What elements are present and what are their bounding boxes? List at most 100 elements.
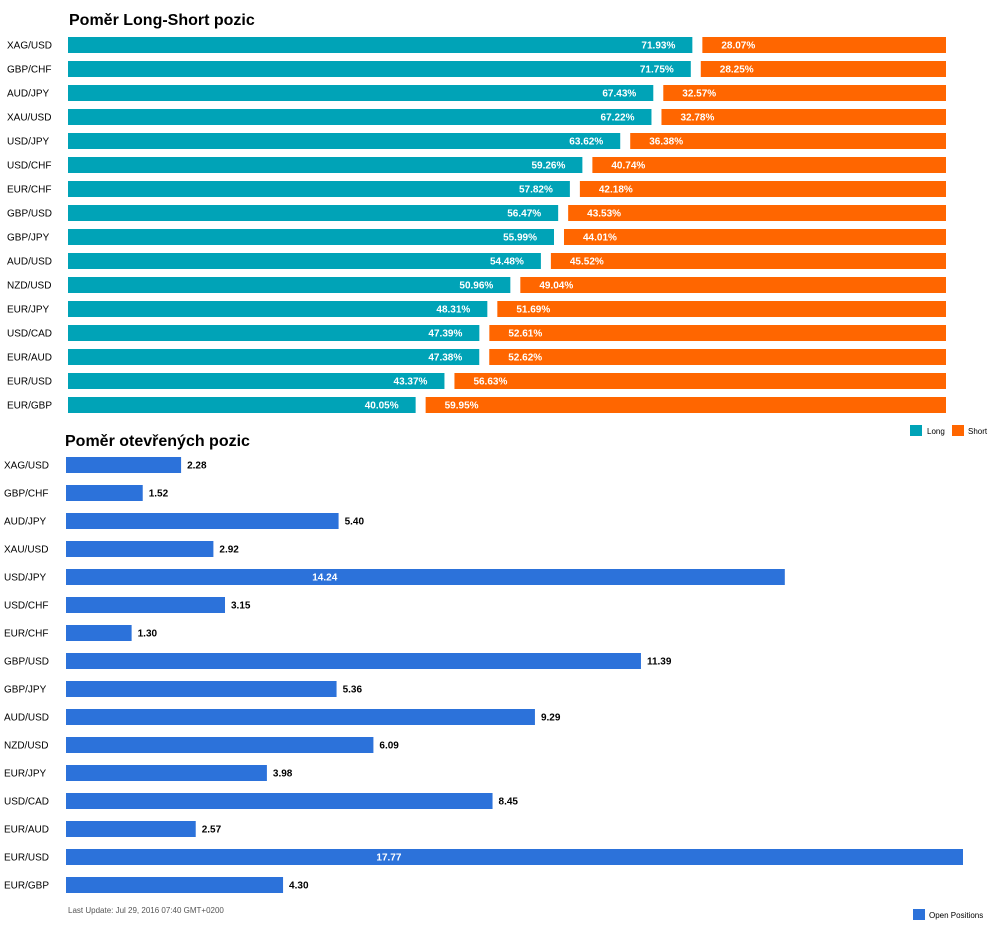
ls-category-label-xag-usd: XAG/USD: [7, 41, 52, 52]
open-positions-bar-xau-usd: [66, 541, 214, 557]
long-bar-eur-usd: [68, 373, 445, 389]
op-category-label-eur-chf: EUR/CHF: [4, 629, 48, 640]
long-bar-xau-usd: [68, 109, 652, 125]
long-bar-usd-chf: [68, 157, 583, 173]
open-positions-bar-eur-aud: [66, 821, 196, 837]
legend-short-label: Short: [968, 427, 988, 436]
long-bar-eur-aud: [68, 349, 480, 365]
legend-long-swatch: [910, 425, 922, 436]
short-value-label-usd-jpy: 36.38%: [649, 137, 683, 148]
open-positions-bar-gbp-chf: [66, 485, 143, 501]
ls-category-label-eur-jpy: EUR/JPY: [7, 305, 50, 316]
long-bar-nzd-usd: [68, 277, 511, 293]
legend-open-positions-swatch: [913, 909, 925, 920]
open-positions-bar-usd-jpy: [66, 569, 785, 585]
ls-category-label-aud-jpy: AUD/JPY: [7, 89, 50, 100]
op-category-label-usd-cad: USD/CAD: [4, 797, 49, 808]
short-value-label-eur-jpy: 51.69%: [516, 305, 550, 316]
short-bar-eur-aud: [489, 349, 946, 365]
long-bar-aud-usd: [68, 253, 541, 269]
op-category-label-gbp-jpy: GBP/JPY: [4, 685, 47, 696]
long-value-label-gbp-jpy: 55.99%: [503, 233, 537, 244]
short-bar-eur-jpy: [497, 301, 946, 317]
long-bar-usd-cad: [68, 325, 480, 341]
open-positions-value-label-eur-aud: 2.57: [202, 825, 222, 836]
short-bar-aud-jpy: [663, 85, 946, 101]
long-value-label-eur-jpy: 48.31%: [436, 305, 470, 316]
open-positions-value-label-aud-jpy: 5.40: [345, 517, 365, 528]
ls-category-label-usd-cad: USD/CAD: [7, 329, 52, 340]
short-value-label-gbp-usd: 43.53%: [587, 209, 621, 220]
open-positions-value-label-gbp-usd: 11.39: [647, 657, 672, 668]
ls-category-label-nzd-usd: NZD/USD: [7, 281, 51, 292]
open-positions-value-label-eur-chf: 1.30: [138, 629, 158, 640]
short-value-label-nzd-usd: 49.04%: [539, 281, 573, 292]
open-positions-bar-gbp-usd: [66, 653, 641, 669]
open-positions-bar-eur-jpy: [66, 765, 267, 781]
long-value-label-nzd-usd: 50.96%: [459, 281, 493, 292]
short-bar-gbp-chf: [700, 61, 946, 77]
legend-short-swatch: [952, 425, 964, 436]
open-positions-value-label-eur-jpy: 3.98: [273, 769, 293, 780]
ls-category-label-xau-usd: XAU/USD: [7, 113, 51, 124]
open-positions-bar-aud-jpy: [66, 513, 339, 529]
ls-category-label-eur-gbp: EUR/GBP: [7, 401, 52, 412]
open-positions-bar-xag-usd: [66, 457, 182, 473]
open-positions-bar-eur-usd: [66, 849, 963, 865]
short-bar-xag-usd: [702, 37, 946, 53]
short-bar-usd-chf: [592, 157, 946, 173]
long-bar-usd-jpy: [68, 133, 621, 149]
ls-category-label-eur-aud: EUR/AUD: [7, 353, 52, 364]
op-category-label-aud-jpy: AUD/JPY: [4, 517, 47, 528]
short-bar-eur-gbp: [425, 397, 946, 413]
legend-open-positions-label: Open Positions: [929, 911, 983, 920]
long-value-label-gbp-chf: 71.75%: [640, 65, 674, 76]
ls-category-label-usd-jpy: USD/JPY: [7, 137, 50, 148]
open-positions-bars: XAG/USD 2.28 GBP/CHF 1.52 AUD/JPY 5.40 XAU/USD…: [4, 457, 963, 893]
long-bar-xag-usd: [68, 37, 693, 53]
long-bar-eur-jpy: [68, 301, 488, 317]
chart-title-open-positions: Poměr otevřených pozic: [65, 433, 250, 450]
ls-category-label-gbp-chf: GBP/CHF: [7, 65, 51, 76]
long-value-label-usd-chf: 59.26%: [531, 161, 565, 172]
long-value-label-aud-jpy: 67.43%: [602, 89, 636, 100]
op-category-label-eur-usd: EUR/USD: [4, 853, 49, 864]
long-short-legend: Long Short: [910, 425, 988, 436]
open-positions-value-label-eur-usd: 17.77: [376, 853, 401, 864]
long-bar-eur-chf: [68, 181, 570, 197]
short-bar-gbp-jpy: [563, 229, 946, 245]
long-value-label-usd-jpy: 63.62%: [569, 137, 603, 148]
long-bar-eur-gbp: [68, 397, 416, 413]
long-value-label-xag-usd: 71.93%: [641, 41, 675, 52]
open-positions-bar-usd-chf: [66, 597, 226, 613]
short-value-label-xau-usd: 32.78%: [680, 113, 714, 124]
open-positions-bar-eur-gbp: [66, 877, 284, 893]
ls-category-label-eur-chf: EUR/CHF: [7, 185, 51, 196]
short-bar-usd-cad: [489, 325, 946, 341]
open-positions-bar-gbp-jpy: [66, 681, 337, 697]
ls-category-label-aud-usd: AUD/USD: [7, 257, 52, 268]
op-category-label-xau-usd: XAU/USD: [4, 545, 48, 556]
short-value-label-usd-chf: 40.74%: [611, 161, 645, 172]
short-bar-gbp-usd: [568, 205, 946, 221]
last-update-note: Last Update: Jul 29, 2016 07:40 GMT+0200: [68, 906, 224, 915]
op-category-label-eur-gbp: EUR/GBP: [4, 881, 49, 892]
ls-category-label-gbp-usd: GBP/USD: [7, 209, 52, 220]
short-bar-xau-usd: [661, 109, 946, 125]
long-bar-gbp-usd: [68, 205, 559, 221]
short-value-label-eur-usd: 56.63%: [473, 377, 507, 388]
open-positions-value-label-eur-gbp: 4.30: [289, 881, 309, 892]
short-bar-usd-jpy: [630, 133, 946, 149]
open-positions-bar-usd-cad: [66, 793, 493, 809]
short-value-label-usd-cad: 52.61%: [508, 329, 542, 340]
op-category-label-eur-aud: EUR/AUD: [4, 825, 49, 836]
op-category-label-usd-chf: USD/CHF: [4, 601, 48, 612]
long-value-label-usd-cad: 47.39%: [428, 329, 462, 340]
ls-category-label-usd-chf: USD/CHF: [7, 161, 51, 172]
open-positions-value-label-usd-chf: 3.15: [231, 601, 251, 612]
long-bar-gbp-jpy: [68, 229, 554, 245]
open-positions-bar-eur-chf: [66, 625, 132, 641]
chart-title-long-short: Poměr Long-Short pozic: [69, 12, 255, 29]
